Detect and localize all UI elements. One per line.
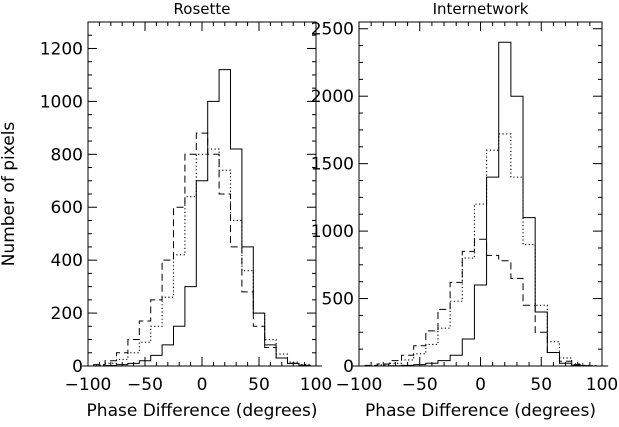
y-tick-label: 400 bbox=[51, 251, 83, 271]
x-tick-label: 100 bbox=[300, 375, 332, 395]
y-axis-title: Number of pixels bbox=[0, 122, 19, 267]
y-tick-label: 200 bbox=[51, 304, 83, 324]
x-tick-label: −50 bbox=[402, 375, 438, 395]
x-tick-label: 50 bbox=[530, 375, 552, 395]
y-tick-label: 600 bbox=[51, 198, 83, 218]
chart-title: Internetwork bbox=[433, 0, 529, 18]
chart-panel-2: −100 −50 0 50 10005001000150020002500Interne… bbox=[311, 0, 618, 421]
y-tick-label: 0 bbox=[343, 357, 354, 377]
series-solid bbox=[82, 69, 322, 367]
x-axis-title: Phase Difference (degrees) bbox=[87, 401, 318, 421]
y-tick-label: 2500 bbox=[311, 20, 354, 40]
series-dashed bbox=[82, 132, 322, 367]
y-tick-label: 800 bbox=[51, 145, 83, 165]
x-tick-label: 50 bbox=[248, 375, 270, 395]
series-dotted bbox=[82, 148, 322, 367]
x-tick-label: 0 bbox=[197, 375, 208, 395]
y-tick-label: 1500 bbox=[311, 155, 354, 175]
y-tick-label: 0 bbox=[72, 357, 83, 377]
x-tick-label: −50 bbox=[127, 375, 163, 395]
series-dotted bbox=[352, 133, 609, 367]
x-tick-label: −100 bbox=[65, 375, 112, 395]
y-tick-label: 1200 bbox=[40, 39, 83, 59]
y-tick-label: 2000 bbox=[311, 87, 354, 107]
series-solid bbox=[352, 41, 609, 367]
chart-panel-1: −100 −50 0 50 100020040060080010001200Rosett… bbox=[0, 0, 332, 421]
y-tick-label: 1000 bbox=[311, 222, 354, 242]
plot-frame bbox=[358, 21, 603, 367]
chart-title: Rosette bbox=[174, 0, 231, 18]
y-tick-label: 500 bbox=[322, 290, 354, 310]
series-dashed bbox=[352, 238, 609, 367]
x-tick-label: −100 bbox=[336, 375, 383, 395]
x-tick-label: 100 bbox=[586, 375, 618, 395]
y-tick-label: 1000 bbox=[40, 92, 83, 112]
plot-frame bbox=[87, 21, 317, 367]
x-axis-title: Phase Difference (degrees) bbox=[365, 401, 596, 421]
x-tick-label: 0 bbox=[475, 375, 486, 395]
